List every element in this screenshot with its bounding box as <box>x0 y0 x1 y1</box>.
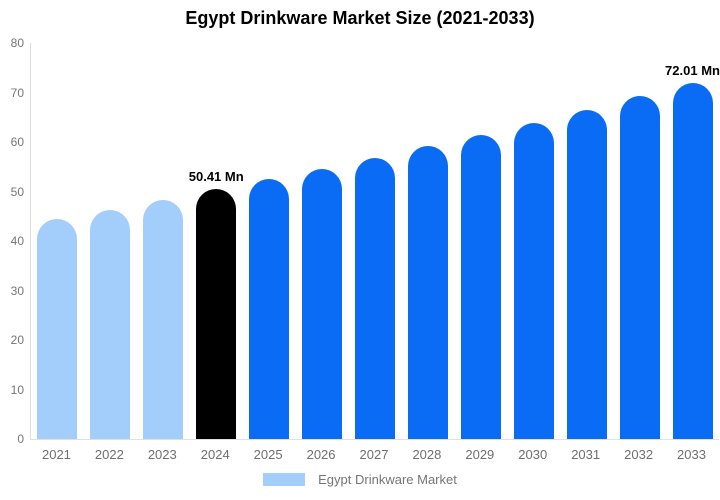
bar-value-label: 50.41 Mn <box>188 169 244 185</box>
bar-2033[interactable]: 72.01 Mn <box>665 63 720 439</box>
bar-2025[interactable] <box>249 179 290 439</box>
y-tick-label: 10 <box>10 382 24 397</box>
bar-2024[interactable]: 50.41 Mn <box>189 169 244 439</box>
x-axis-labels: 2021 2022 2023 2024 2025 2026 2027 2028 2029 2030… <box>30 447 718 462</box>
bar-2021[interactable] <box>37 219 78 439</box>
plot-area: 50.41 Mn 72.01 Mn 0 10 20 30 40 50 60 70 80 <box>11 36 720 446</box>
x-tick-label: 2028 <box>412 447 442 462</box>
x-tick-label: 2032 <box>624 447 654 462</box>
x-tick-label: 2021 <box>41 447 71 462</box>
y-tick-label: 70 <box>10 85 24 100</box>
legend-swatch <box>263 473 306 486</box>
y-tick-label: 50 <box>10 184 24 199</box>
x-tick-label: 2024 <box>200 447 230 462</box>
x-tick-label: 2027 <box>359 447 389 462</box>
bar-value-label: 72.01 Mn <box>665 62 720 78</box>
legend[interactable]: Egypt Drinkware Market <box>0 472 720 487</box>
y-tick-label: 40 <box>10 234 24 248</box>
bar-2028[interactable] <box>407 146 448 439</box>
x-tick-label: 2029 <box>465 447 495 462</box>
bar-2029[interactable] <box>460 135 501 439</box>
bar-2026[interactable] <box>302 168 343 439</box>
bar-2031[interactable] <box>566 109 607 439</box>
y-tick-label: 30 <box>10 283 24 298</box>
y-tick-label: 80 <box>10 36 24 50</box>
bar-2030[interactable] <box>513 122 554 439</box>
y-tick-label: 0 <box>17 432 24 446</box>
x-tick-label: 2031 <box>571 447 601 462</box>
x-tick-label: 2025 <box>253 447 283 462</box>
bar-2022[interactable] <box>90 209 131 439</box>
chart-title: Egypt Drinkware Market Size (2021-2033) <box>185 8 535 28</box>
y-tick-label: 60 <box>10 135 24 149</box>
bar-2023[interactable] <box>143 199 184 439</box>
x-tick-label: 2030 <box>518 447 548 462</box>
y-tick-label: 20 <box>10 333 24 347</box>
bar-2027[interactable] <box>354 157 395 439</box>
legend-label: Egypt Drinkware Market <box>318 472 457 487</box>
x-tick-label: 2022 <box>94 447 124 462</box>
x-tick-label: 2033 <box>677 447 706 462</box>
bars-container: 50.41 Mn 72.01 Mn <box>31 43 720 439</box>
x-tick-label: 2023 <box>147 447 177 462</box>
x-tick-label: 2026 <box>306 447 336 462</box>
bar-2032[interactable] <box>619 96 660 439</box>
